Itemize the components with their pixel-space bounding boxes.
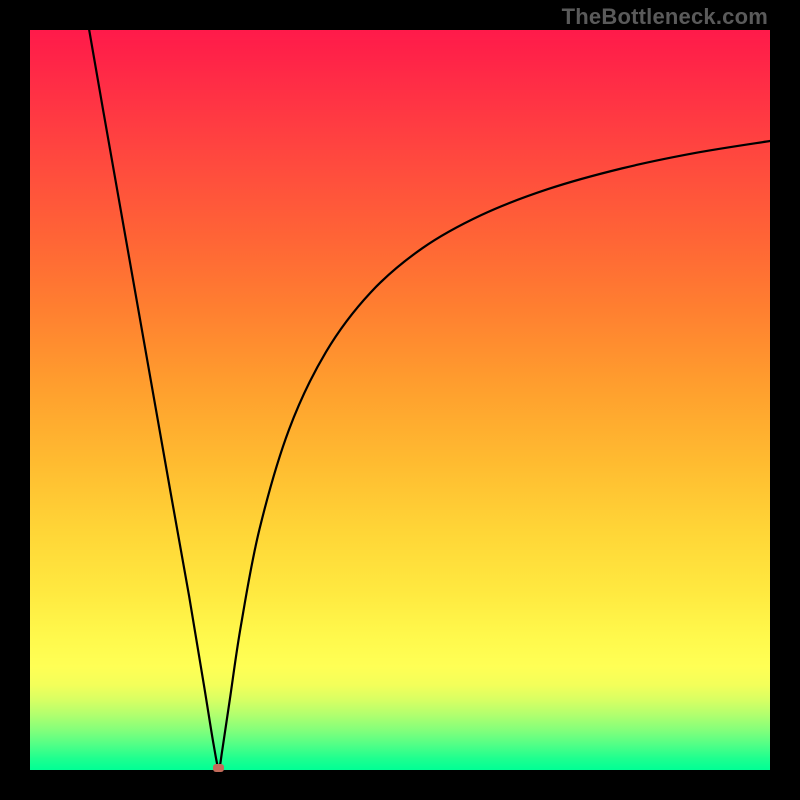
watermark-text: TheBottleneck.com — [562, 4, 768, 30]
bottleneck-curve — [30, 30, 770, 770]
vertex-marker — [213, 764, 224, 772]
plot-area — [30, 30, 770, 770]
chart-frame: TheBottleneck.com — [0, 0, 800, 800]
